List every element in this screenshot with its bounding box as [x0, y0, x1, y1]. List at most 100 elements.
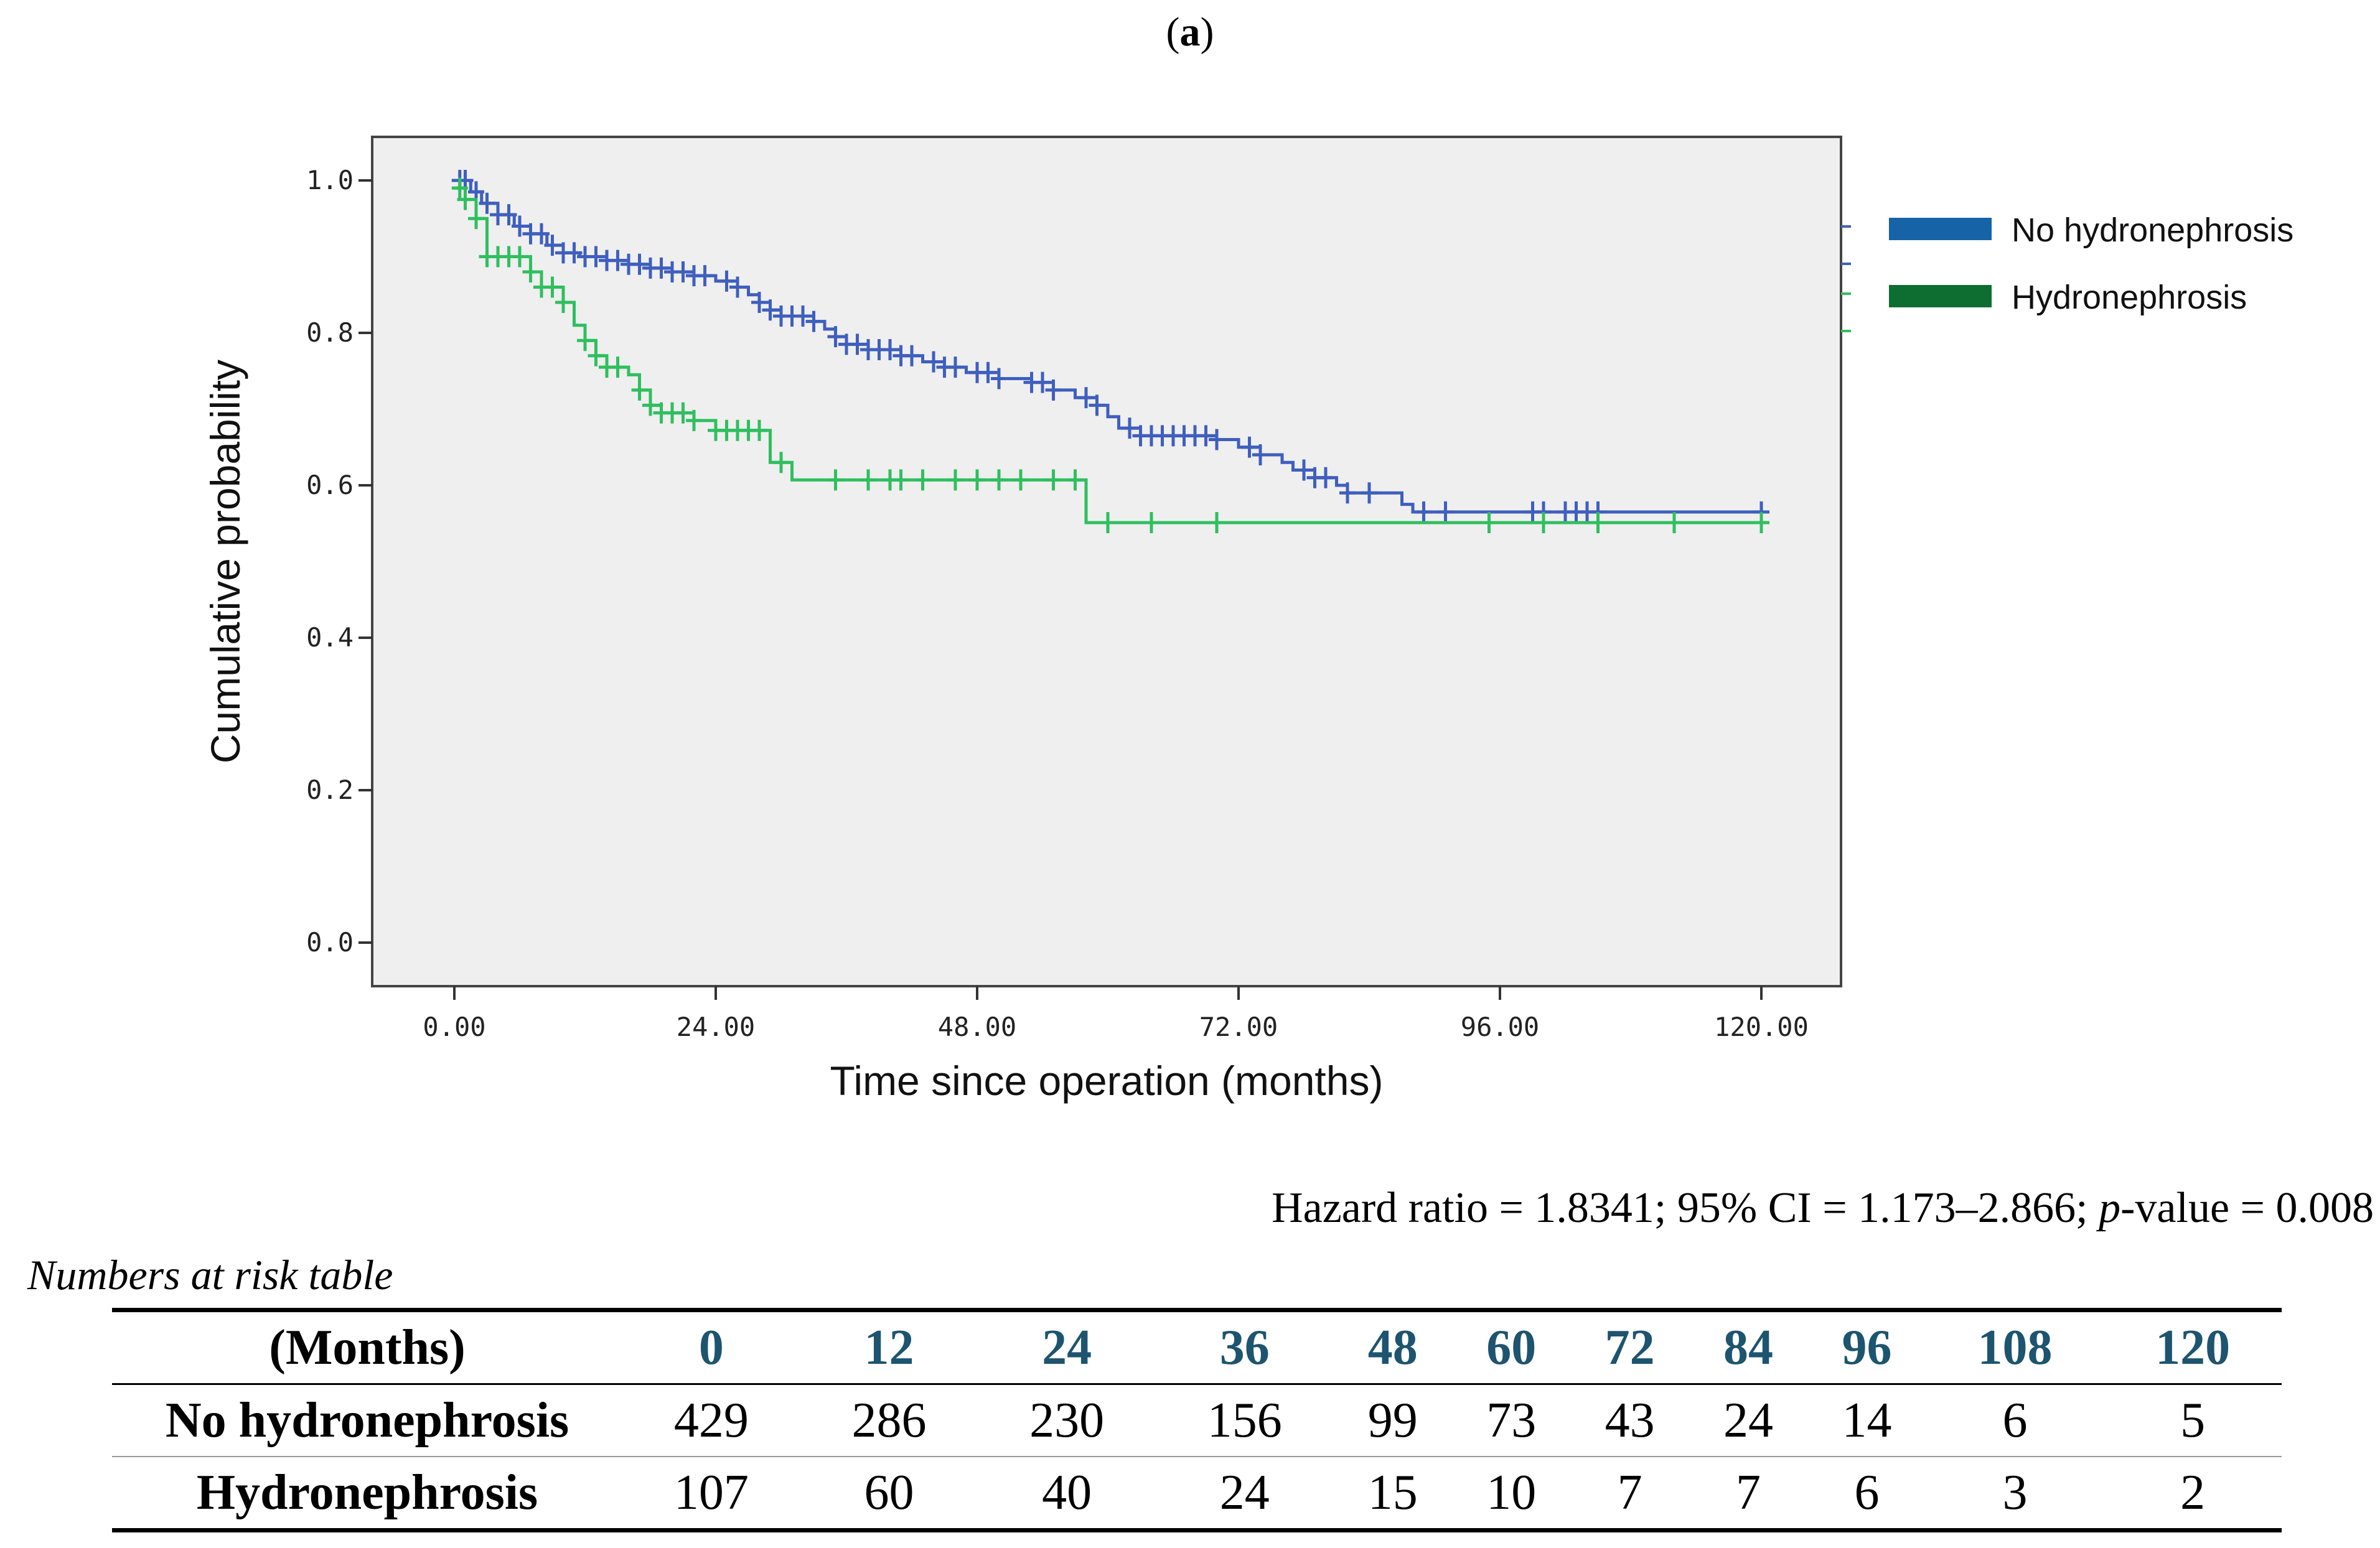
censor-mark: [1013, 469, 1029, 491]
censor-mark: [675, 402, 691, 424]
risk-table-cell: 99: [1333, 1384, 1452, 1457]
censor-mark: [1197, 425, 1214, 447]
censor-mark: [512, 246, 528, 268]
y-tick-label: 0.6: [306, 470, 354, 500]
censor-mark: [588, 345, 604, 366]
panel-letter: a: [1179, 9, 1201, 55]
y-tick-label: 0.2: [306, 775, 354, 805]
risk-table-month-header: 108: [1926, 1308, 2104, 1385]
censor-mark: [1100, 512, 1116, 534]
risk-table-month-header: 24: [978, 1308, 1156, 1385]
x-tick-label: 24.00: [677, 1012, 755, 1042]
censor-mark: [947, 469, 963, 491]
series-group: [451, 177, 1769, 534]
censor-mark: [500, 204, 517, 226]
censor-mark: [696, 265, 713, 287]
censor-mark: [751, 292, 767, 313]
censor-mark: [1078, 387, 1094, 409]
risk-table-cell: 6: [1926, 1384, 2104, 1457]
risk-table-header-row: (Months) 0 12 24 36 48 60 72 84 96 108 120: [112, 1308, 2282, 1385]
censor-mark: [588, 246, 604, 268]
risk-table-cell: 286: [800, 1384, 978, 1457]
censor-mark: [1067, 469, 1084, 491]
risk-table-cell: 10: [1451, 1457, 1571, 1532]
censor-mark: [925, 351, 942, 373]
risk-table-row: Hydronephrosis 107 60 40 24 15 10 7 7 6 3 2: [112, 1457, 2282, 1532]
legend-swatch: [1889, 218, 1992, 240]
censor-mark: [1209, 429, 1225, 450]
censor-mark: [892, 469, 909, 491]
censor-mark: [1045, 379, 1062, 401]
censor-mark: [1045, 469, 1062, 491]
censor-mark: [773, 452, 789, 473]
censor-mark: [609, 249, 626, 271]
axis-layer: 0.0 0.2 0.4 0.6 0.8 1.0 0.00 24.00 48.00 72.00 96.…: [202, 165, 1809, 1104]
risk-table-cell: 24: [1155, 1457, 1334, 1532]
risk-table-cell: 3: [1926, 1457, 2104, 1532]
censor-mark: [827, 326, 844, 348]
censor-mark: [533, 223, 550, 245]
hazard-suffix: -value = 0.008: [2120, 1184, 2374, 1232]
censor-mark: [1590, 512, 1606, 534]
risk-table-cell: 60: [800, 1457, 978, 1532]
censor-mark: [1361, 482, 1377, 504]
panel-label: (a): [1166, 9, 1214, 55]
censor-mark: [479, 192, 495, 214]
series-layer: [451, 170, 1769, 534]
y-axis-title: Cumulative probability: [202, 360, 248, 763]
censor-mark: [457, 189, 474, 210]
risk-table-cell: 156: [1155, 1384, 1334, 1457]
censor-mark: [544, 276, 561, 298]
risk-table-cell: 7: [1570, 1457, 1689, 1532]
risk-table-cell: 73: [1451, 1384, 1571, 1457]
x-tick-label: 0.00: [423, 1012, 485, 1042]
censor-mark: [653, 257, 670, 279]
risk-table-month-header: 72: [1570, 1308, 1689, 1385]
risk-table-cell: 5: [2104, 1384, 2282, 1457]
x-tick-label: 72.00: [1199, 1012, 1278, 1042]
censor-mark: [522, 261, 539, 282]
hazard-p-letter: p: [2099, 1184, 2121, 1232]
censor-mark: [805, 310, 822, 332]
risk-table-month-header: 0: [622, 1308, 800, 1385]
x-tick-label: 96.00: [1461, 1012, 1539, 1042]
risk-table-cell: 107: [622, 1457, 800, 1532]
censor-mark: [1415, 501, 1432, 523]
risk-row-label: No hydronephrosis: [112, 1384, 622, 1457]
risk-table: (Months) 0 12 24 36 48 60 72 84 96 108 120 No hydr…: [112, 1308, 2282, 1532]
censor-mark: [947, 357, 963, 378]
censor-mark: [762, 299, 779, 321]
risk-table-row: No hydronephrosis 429 286 230 156 99 73 43 24 14…: [112, 1384, 2282, 1457]
censor-mark: [566, 242, 583, 264]
censor-mark: [729, 276, 746, 298]
y-tick-label: 1.0: [306, 165, 354, 195]
legend-label: No hydronephrosis: [2012, 212, 2293, 249]
censor-mark: [969, 469, 985, 491]
censor-mark: [904, 345, 920, 366]
risk-table-cell: 2: [2104, 1457, 2282, 1532]
censor-mark: [1241, 436, 1258, 458]
censor-mark: [631, 379, 648, 401]
censor-mark: [751, 419, 767, 441]
risk-table-month-header: 120: [2104, 1308, 2282, 1385]
censor-mark: [718, 270, 735, 292]
censor-mark: [1535, 512, 1552, 534]
y-tick-label: 0.4: [306, 622, 354, 653]
risk-row-label: Hydronephrosis: [112, 1457, 622, 1532]
risk-table-cell: 14: [1807, 1384, 1926, 1457]
censor-mark: [795, 305, 811, 327]
plot-frame-layer: [371, 136, 1842, 987]
legend-swatch: [1889, 285, 1992, 307]
censor-mark: [577, 330, 593, 352]
censor-mark: [468, 208, 484, 230]
censor-mark: [675, 261, 691, 282]
censor-mark: [1143, 512, 1160, 534]
censor-mark: [555, 292, 571, 313]
risk-table-cell: 24: [1689, 1384, 1808, 1457]
risk-table-cell: 7: [1689, 1457, 1808, 1532]
hazard-prefix: Hazard ratio = 1.8341; 95% CI = 1.173–2.…: [1272, 1184, 2099, 1232]
censor-mark: [1252, 444, 1268, 465]
risk-table-month-header: 48: [1333, 1308, 1452, 1385]
censor-mark: [882, 338, 898, 360]
